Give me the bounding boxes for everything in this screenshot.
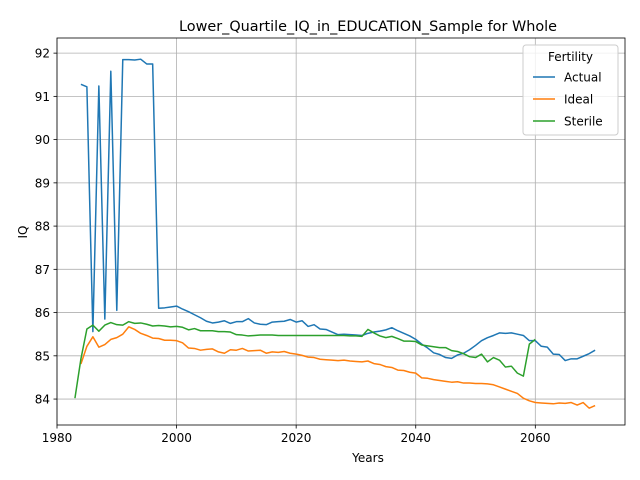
x-tick-label: 2040 [400,431,431,445]
y-tick-label: 90 [35,133,50,147]
y-tick-label: 85 [35,349,50,363]
legend-label-sterile: Sterile [564,115,603,129]
legend-entries: Actual Ideal Sterile [533,71,603,129]
y-axis-ticks: 84 85 86 87 88 89 90 91 92 [35,47,57,407]
x-axis-ticks: 1980 2000 2020 2040 2060 [42,425,551,445]
y-tick-label: 87 [35,263,50,277]
plot-area-frame [56,37,626,426]
legend: Fertility Actual Ideal Sterile [522,44,619,136]
x-tick-label: 2060 [520,431,551,445]
series-line-actual [80,58,596,362]
y-tick-label: 92 [35,47,50,61]
y-tick-label: 89 [35,176,50,190]
chart-title: Lower_Quartile_IQ_in_EDUCATION_Sample fo… [179,19,557,35]
series-layer [74,58,596,409]
series-line-ideal [80,326,596,409]
grid-lines [56,38,625,425]
y-tick-label: 91 [35,90,50,104]
y-tick-label: 88 [35,220,50,234]
legend-label-ideal: Ideal [564,93,593,107]
x-axis-label: Years [351,451,384,465]
y-tick-label: 86 [35,306,50,320]
y-tick-label: 84 [35,393,50,407]
x-tick-label: 1980 [42,431,73,445]
series-line-sterile [74,320,536,399]
legend-title: Fertility [548,50,593,64]
y-axis-label: IQ [16,226,30,239]
legend-box [522,44,619,136]
legend-label-actual: Actual [564,71,602,85]
x-tick-label: 2020 [281,431,312,445]
x-tick-label: 2000 [161,431,192,445]
